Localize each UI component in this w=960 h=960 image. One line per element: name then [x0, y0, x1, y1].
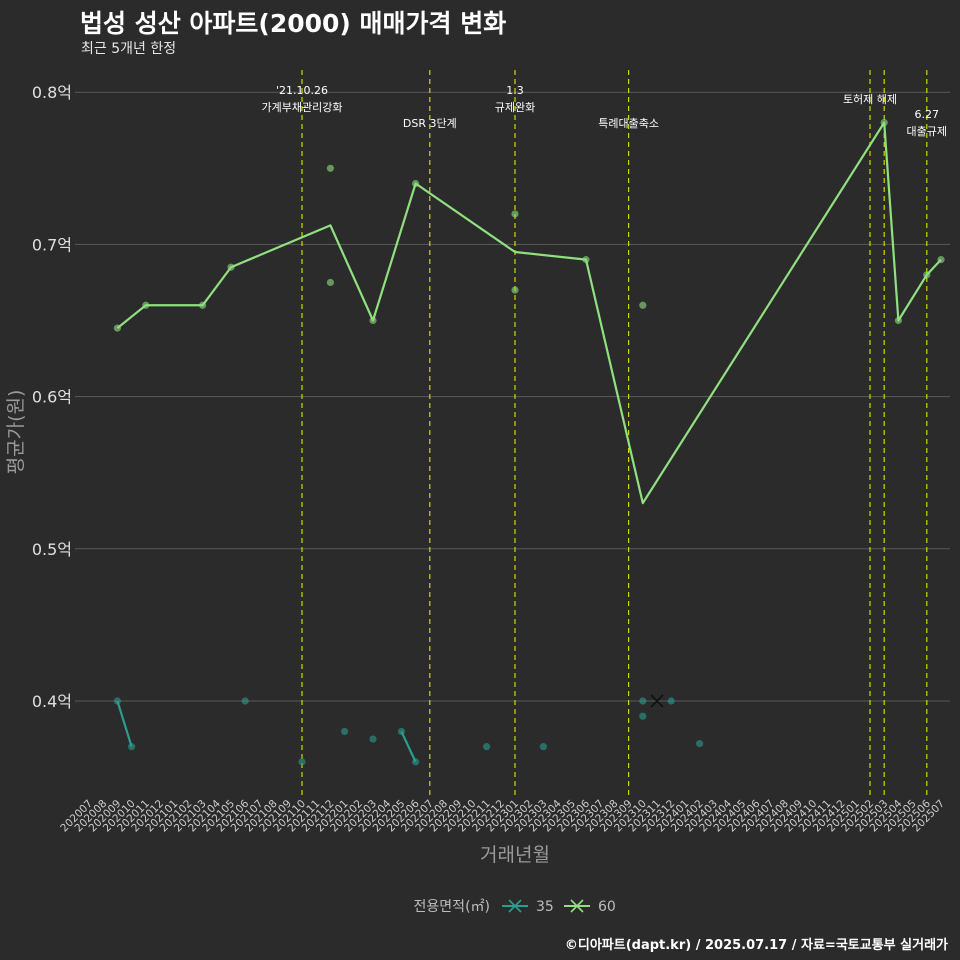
series-60-point [511, 210, 519, 218]
event-name-label: 가계부채관리강화 [262, 101, 343, 114]
series-60-line [116, 121, 942, 505]
event-name-label: 대출규제 [907, 125, 947, 138]
source-caption: ©디아파트(dapt.kr) / 2025.07.17 / 자료=국토교통부 실… [564, 938, 948, 953]
legend-title: 전용면적(㎡) [414, 899, 490, 915]
series-60-point [199, 301, 207, 309]
series-60-point [639, 301, 647, 309]
y-tick-label: 0.6억 [32, 388, 72, 407]
series-35-point [397, 727, 405, 736]
y-tick-label: 0.4억 [32, 692, 72, 711]
series-60-point [326, 164, 334, 172]
grid-layer [75, 91, 950, 702]
y-tick-label: 0.7억 [32, 235, 72, 254]
series-35-line [116, 700, 133, 747]
event-date-label: '21.10.26 [276, 84, 328, 97]
series-35-x-marker [650, 694, 664, 708]
series-35-line [400, 730, 417, 763]
series-35-point [667, 697, 675, 705]
series-60-point [582, 256, 590, 264]
series-35-point [639, 712, 647, 720]
series-35-point [539, 743, 548, 751]
event-name-label: 특례대출축소 [598, 117, 659, 130]
legend: 전용면적(㎡) 35 60 [414, 899, 616, 915]
series-60-point [923, 271, 931, 279]
y-axis-title: 평균가(원) [5, 390, 27, 475]
chart-subtitle: 최근 5개년 한정 [81, 41, 177, 57]
series-35-point [696, 740, 704, 748]
series-60-point [113, 324, 121, 332]
chart-title: 법성 성산 아파트(2000) 매매가격 변화 [80, 9, 507, 38]
series-35-point [412, 758, 420, 766]
series-35-point [113, 697, 121, 705]
series-35-point [241, 697, 249, 705]
series-60-point [880, 119, 888, 127]
event-date-label: 6.27 [915, 108, 940, 121]
series-60-point [511, 286, 519, 294]
event-date-label: 1.3 [506, 84, 524, 97]
axis-layer: 0.4억0.5억0.6억0.7억0.8억20200720200820200920… [5, 83, 947, 866]
y-tick-label: 0.8억 [32, 83, 72, 102]
series-35-point [483, 743, 491, 751]
series-35-point [298, 758, 306, 766]
legend-key-x-icon [508, 899, 522, 913]
legend-key-x-icon [570, 899, 584, 913]
event-name-label: 규제완화 [495, 101, 535, 114]
x-axis-title: 거래년월 [480, 844, 550, 866]
legend-label: 60 [598, 899, 616, 915]
event-name-label: 토허제 해제 [843, 92, 897, 106]
series-60-point [894, 316, 903, 325]
series-60-point [412, 179, 420, 188]
series-60-point [369, 316, 377, 325]
series-60-point [937, 256, 945, 264]
series-60-point [326, 278, 334, 287]
series-60-point [142, 301, 150, 309]
series-layer [113, 119, 945, 766]
series-35-point [341, 727, 349, 736]
legend-label: 35 [536, 899, 554, 915]
series-35-point [128, 743, 136, 751]
y-tick-label: 0.5억 [32, 540, 72, 559]
event-name-label: DSR 3단계 [403, 117, 457, 130]
series-60-point [227, 263, 235, 271]
series-35-point [639, 697, 647, 705]
series-35-point [369, 735, 377, 743]
